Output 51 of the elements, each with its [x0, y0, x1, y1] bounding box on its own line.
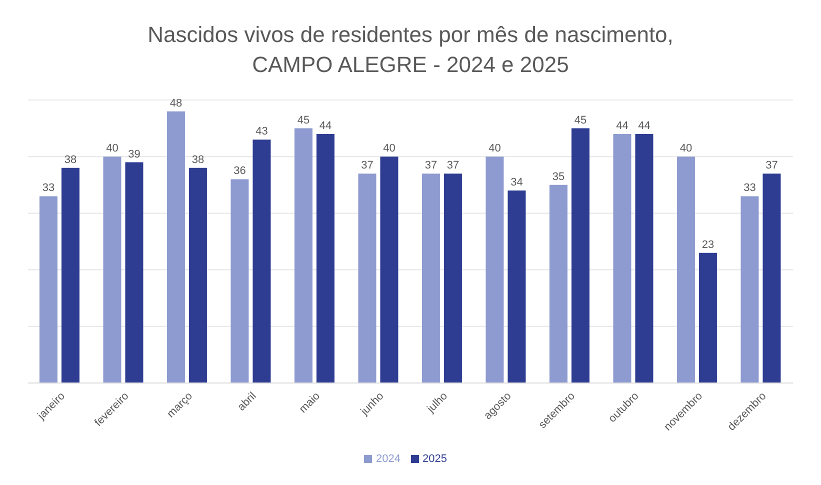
data-label: 44 — [319, 120, 332, 132]
data-label: 45 — [574, 114, 587, 126]
data-label: 38 — [192, 154, 204, 166]
data-label: 37 — [446, 160, 460, 172]
bar — [252, 140, 271, 383]
bar — [188, 168, 207, 383]
bar — [740, 196, 759, 383]
bar — [444, 174, 462, 383]
data-label: 37 — [361, 160, 374, 172]
bar — [613, 134, 632, 383]
data-label: 39 — [128, 148, 140, 160]
data-label: 37 — [766, 160, 778, 172]
data-label: 35 — [552, 170, 565, 183]
bar — [635, 134, 654, 383]
data-label: 40 — [106, 142, 118, 155]
bar — [166, 111, 185, 383]
data-label: 40 — [383, 142, 396, 155]
bar — [39, 196, 58, 383]
bar — [316, 134, 334, 383]
bar — [380, 156, 398, 383]
bar — [486, 156, 504, 383]
bar — [294, 128, 312, 383]
data-label: 33 — [744, 182, 756, 194]
bar — [422, 174, 440, 383]
data-label: 40 — [488, 142, 501, 155]
bar — [698, 252, 717, 383]
data-label: 23 — [702, 238, 714, 251]
data-label: 38 — [64, 154, 77, 166]
bar — [230, 179, 249, 383]
data-label: 44 — [616, 120, 628, 132]
bar — [549, 184, 568, 383]
legend-label: 2025 — [422, 453, 447, 465]
data-label: 37 — [424, 160, 438, 172]
data-label: 34 — [510, 176, 523, 189]
bar — [358, 174, 376, 383]
data-label: 40 — [680, 142, 692, 155]
bar — [61, 168, 80, 383]
bar — [762, 174, 781, 383]
bar — [103, 156, 122, 383]
bar — [571, 128, 590, 383]
bar — [676, 156, 695, 383]
bar — [125, 162, 144, 383]
data-label: 48 — [170, 97, 182, 110]
data-label: 33 — [42, 182, 55, 194]
data-label: 36 — [234, 165, 246, 178]
data-label: 45 — [297, 114, 310, 126]
chart-title: Nascidos vivos de residentes por mês de nascimento, CAMPO ALEGRE - 2024 e 2025 — [146, 21, 674, 79]
legend-label: 2024 — [376, 453, 400, 465]
data-label: 43 — [256, 126, 268, 138]
data-label: 44 — [638, 120, 650, 132]
bar — [508, 190, 526, 383]
